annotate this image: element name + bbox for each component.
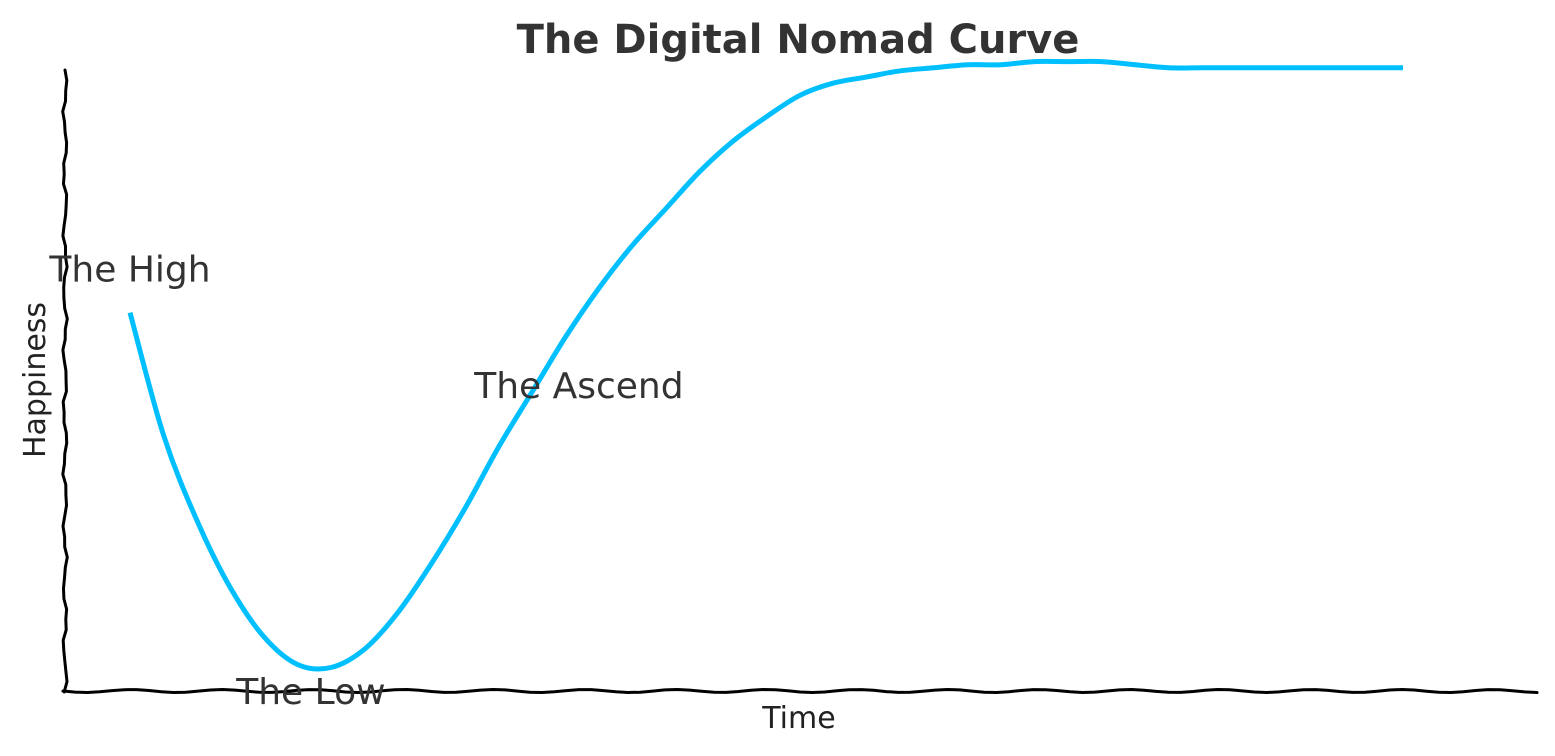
annotation-2: The Ascend <box>473 366 683 407</box>
annotation-1: The Low <box>235 672 385 713</box>
series-group <box>127 58 1403 672</box>
y-axis-line <box>61 68 69 694</box>
x-axis-label: Time <box>761 701 835 736</box>
annotation-0: The High <box>48 250 210 291</box>
annotation-group: The High The Low The Ascend <box>48 250 683 713</box>
chart-title: The Digital Nomad Curve <box>517 17 1080 63</box>
y-axis-label: Happiness <box>18 302 53 458</box>
x-axis-line <box>61 687 1539 695</box>
series-line-0 <box>127 58 1403 672</box>
